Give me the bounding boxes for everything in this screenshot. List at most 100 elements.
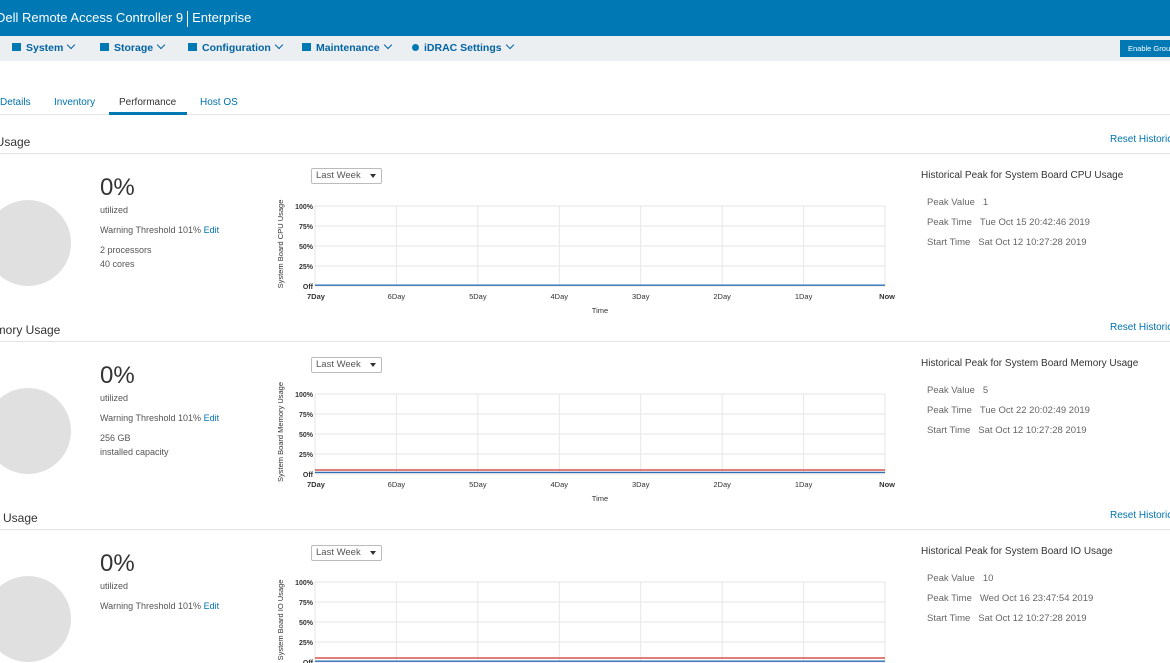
cpu-range-value: Last Week xyxy=(316,170,361,181)
peak-value-label: Peak Value xyxy=(927,573,975,584)
chart-x-axis-title: Time xyxy=(592,306,608,315)
memory-usage-chart: Off 25% 50% 75% 100% 7Day 6Day 5Day 4Day 3Day 2Day… xyxy=(276,382,895,503)
menu-system-label: System xyxy=(26,42,64,54)
memory-usage-percent: 0% xyxy=(100,362,135,389)
memory-threshold-edit-link[interactable]: Edit xyxy=(203,413,220,423)
memory-peak-time: Tue Oct 22 20:02:49 2019 xyxy=(979,405,1090,416)
io-usage-gauge xyxy=(0,576,71,662)
memory-capacity: 256 GB xyxy=(100,433,131,443)
memory-section-title: Memory Usage xyxy=(0,323,61,337)
storage-icon xyxy=(100,43,109,52)
chart-y-tick-label: 100% xyxy=(295,392,314,399)
start-time-label: Start Time xyxy=(927,237,971,248)
chart-x-tick-label: 7Day xyxy=(307,480,326,489)
menu-storage-label: Storage xyxy=(114,42,154,54)
app-edition: Enterprise xyxy=(192,10,252,25)
chart-y-tick-label: 50% xyxy=(299,620,314,627)
io-reset-peak-link[interactable]: Reset Historical Peak xyxy=(1110,510,1170,521)
cpu-usage-percent: 0% xyxy=(100,174,135,201)
cpu-range-select[interactable]: Last Week xyxy=(311,168,382,184)
tab-performance[interactable]: Performance xyxy=(119,97,177,108)
tab-details[interactable]: Details xyxy=(0,97,31,108)
peak-time-label: Peak Time xyxy=(927,405,972,416)
peak-value-label: Peak Value xyxy=(927,197,975,208)
app-title-text: Dell Remote Access Controller 9 xyxy=(0,10,184,25)
chart-y-axis-title: System Board Memory Usage xyxy=(276,382,285,482)
cpu-start-time: Sat Oct 12 10:27:28 2019 xyxy=(978,237,1087,248)
io-range-value: Last Week xyxy=(316,547,361,558)
title-separator xyxy=(187,10,189,27)
section-divider xyxy=(0,341,1170,342)
enable-group-manager-button[interactable]: Enable Group Manager xyxy=(1120,40,1170,57)
cpu-threshold: Warning Threshold 101% Edit xyxy=(100,225,219,235)
io-start-time-row: Start Time Sat Oct 12 10:27:28 2019 xyxy=(927,613,1087,624)
peak-value-label: Peak Value xyxy=(927,385,975,396)
chart-x-tick-label: 2Day xyxy=(713,292,731,301)
section-divider xyxy=(0,153,1170,154)
menu-system[interactable]: System xyxy=(12,36,76,61)
io-range-select[interactable]: Last Week xyxy=(311,545,382,561)
menu-configuration[interactable]: Configuration xyxy=(188,36,284,61)
cpu-peak-value-row: Peak Value 1 xyxy=(927,197,988,208)
tab-inventory[interactable]: Inventory xyxy=(54,97,96,108)
chart-y-tick-label: Off xyxy=(303,284,314,291)
io-start-time: Sat Oct 12 10:27:28 2019 xyxy=(978,613,1087,624)
io-threshold-edit-link[interactable]: Edit xyxy=(203,601,220,611)
cpu-processors: 2 processors xyxy=(100,245,152,255)
chart-y-tick-label: 25% xyxy=(299,452,314,459)
chart-y-axis-title: System Board CPU Usage xyxy=(276,200,285,289)
app-title: Dell Remote Access Controller 9 Enterpris… xyxy=(0,0,251,36)
chart-y-tick-label: 100% xyxy=(295,204,314,211)
menu-maintenance[interactable]: Maintenance xyxy=(302,36,392,61)
chart-y-tick-label: 50% xyxy=(299,244,314,251)
menu-idrac-settings[interactable]: iDRAC Settings xyxy=(412,36,514,61)
memory-utilized-label: utilized xyxy=(100,393,129,403)
io-usage-percent: 0% xyxy=(100,550,135,577)
io-section-title: IO Usage xyxy=(0,511,38,525)
chart-x-tick-label: 4Day xyxy=(551,292,569,301)
chart-y-tick-label: 75% xyxy=(299,600,314,607)
dropdown-arrow-icon xyxy=(370,551,376,555)
cpu-utilized-label: utilized xyxy=(100,205,129,215)
memory-capacity-label: installed capacity xyxy=(100,447,169,457)
chart-x-tick-label: 5Day xyxy=(469,292,487,301)
chevron-down-icon xyxy=(274,40,284,50)
io-peak-time-row: Peak Time Wed Oct 16 23:47:54 2019 xyxy=(927,593,1093,604)
chart-x-tick-label: 4Day xyxy=(551,480,569,489)
cpu-section-title: CPU Usage xyxy=(0,135,31,149)
memory-range-select[interactable]: Last Week xyxy=(311,357,382,373)
cpu-reset-peak-link[interactable]: Reset Historical Peak xyxy=(1110,134,1170,145)
io-peak-title: Historical Peak for System Board IO Usag… xyxy=(921,546,1113,557)
peak-time-label: Peak Time xyxy=(927,217,972,228)
dropdown-arrow-icon xyxy=(370,363,376,367)
start-time-label: Start Time xyxy=(927,425,971,436)
chart-y-axis-title: System Board IO Usage xyxy=(276,580,285,661)
cpu-peak-time-row: Peak Time Tue Oct 15 20:42:46 2019 xyxy=(927,217,1090,228)
menu-storage[interactable]: Storage xyxy=(100,36,166,61)
chart-x-tick-label: 2Day xyxy=(713,480,731,489)
dropdown-arrow-icon xyxy=(370,174,376,178)
chart-y-tick-label: Off xyxy=(303,472,314,479)
chart-y-tick-label: 75% xyxy=(299,412,314,419)
chart-x-tick-label: 3Day xyxy=(632,480,650,489)
chart-x-axis-title: Time xyxy=(592,494,608,503)
cpu-peak-title: Historical Peak for System Board CPU Usa… xyxy=(921,170,1124,181)
configuration-icon xyxy=(188,43,197,52)
section-divider xyxy=(0,529,1170,530)
chevron-down-icon xyxy=(505,40,514,50)
chart-y-tick-label: 25% xyxy=(299,264,314,271)
chart-y-tick-label: 25% xyxy=(299,640,314,647)
chart-x-tick-label: 7Day xyxy=(307,292,326,301)
io-usage-chart: Off25%50%75%100%7Day6Day5Day4Day3Day2Day… xyxy=(276,580,886,663)
tab-bar: Details Inventory Performance Host OS xyxy=(0,91,1170,115)
idrac-settings-icon xyxy=(412,43,419,51)
memory-start-time: Sat Oct 12 10:27:28 2019 xyxy=(978,425,1087,436)
cpu-cores: 40 cores xyxy=(100,259,135,269)
chart-x-tick-label: 6Day xyxy=(388,292,406,301)
memory-reset-peak-link[interactable]: Reset Historical Peak xyxy=(1110,322,1170,333)
chart-y-tick-label: Off xyxy=(303,660,314,663)
main-menu-bar: System Storage Configuration Maintenance… xyxy=(0,36,1170,61)
chart-y-tick-label: 75% xyxy=(299,224,314,231)
tab-host-os[interactable]: Host OS xyxy=(200,97,238,108)
cpu-threshold-edit-link[interactable]: Edit xyxy=(203,225,220,235)
